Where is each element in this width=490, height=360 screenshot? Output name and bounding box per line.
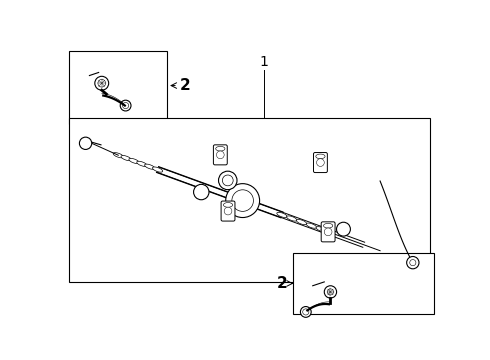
Ellipse shape	[323, 223, 333, 228]
Circle shape	[217, 151, 224, 159]
Bar	[294, 253, 434, 314]
Circle shape	[232, 190, 253, 211]
Circle shape	[324, 286, 337, 298]
FancyBboxPatch shape	[214, 145, 227, 165]
Circle shape	[120, 100, 131, 111]
Ellipse shape	[316, 154, 325, 159]
Circle shape	[317, 159, 324, 166]
Bar	[69, 51, 167, 124]
Text: 2: 2	[179, 78, 190, 93]
FancyBboxPatch shape	[314, 153, 327, 172]
Text: 1: 1	[260, 55, 269, 69]
Circle shape	[79, 137, 92, 149]
Circle shape	[303, 309, 309, 315]
Ellipse shape	[306, 223, 317, 228]
Ellipse shape	[121, 156, 131, 161]
FancyBboxPatch shape	[221, 201, 235, 221]
Ellipse shape	[152, 167, 163, 172]
Circle shape	[226, 184, 260, 217]
Ellipse shape	[129, 158, 139, 163]
Circle shape	[122, 103, 129, 109]
Text: 2: 2	[276, 276, 287, 291]
Ellipse shape	[316, 227, 326, 232]
Ellipse shape	[216, 147, 225, 151]
Ellipse shape	[223, 203, 233, 207]
Circle shape	[224, 207, 232, 215]
FancyBboxPatch shape	[321, 222, 335, 242]
Ellipse shape	[113, 153, 123, 158]
Circle shape	[194, 184, 209, 200]
Ellipse shape	[137, 161, 147, 166]
Circle shape	[95, 76, 109, 90]
Circle shape	[300, 307, 311, 317]
Circle shape	[337, 222, 350, 236]
Circle shape	[327, 289, 334, 295]
Circle shape	[324, 228, 332, 236]
Circle shape	[410, 260, 416, 266]
Ellipse shape	[277, 212, 287, 217]
Circle shape	[407, 256, 419, 269]
Bar	[69, 118, 430, 282]
Ellipse shape	[287, 216, 297, 221]
Ellipse shape	[145, 164, 155, 169]
Circle shape	[98, 80, 105, 87]
Circle shape	[219, 171, 237, 190]
Circle shape	[222, 175, 233, 186]
Ellipse shape	[296, 220, 307, 225]
